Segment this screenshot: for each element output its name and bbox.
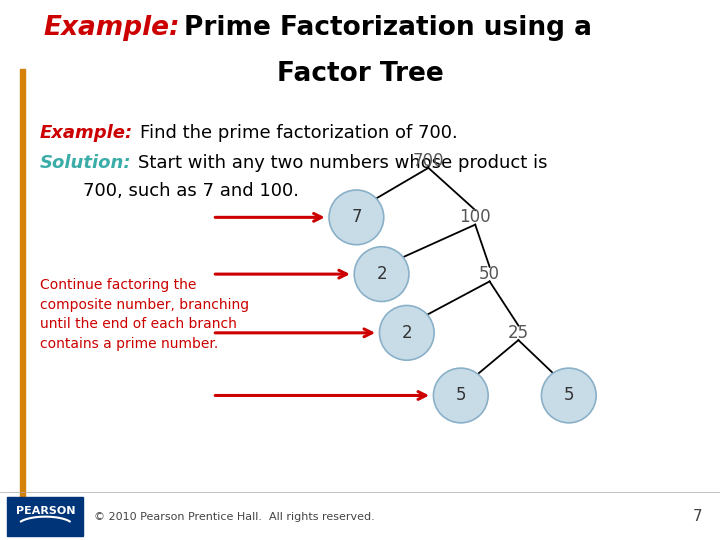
Ellipse shape (354, 247, 409, 301)
Text: Prime Factorization using a: Prime Factorization using a (184, 15, 592, 41)
Text: 5: 5 (456, 387, 466, 404)
Text: Continue factoring the
composite number, branching
until the end of each branch
: Continue factoring the composite number,… (40, 278, 248, 350)
Ellipse shape (541, 368, 596, 423)
Text: Find the prime factorization of 700.: Find the prime factorization of 700. (140, 124, 458, 142)
Text: Example:: Example: (40, 124, 133, 142)
Text: 5: 5 (564, 387, 574, 404)
Text: PEARSON: PEARSON (16, 506, 75, 516)
Text: 25: 25 (508, 324, 529, 342)
Bar (7, 497, 83, 536)
Text: 2: 2 (402, 324, 412, 342)
Text: 700: 700 (413, 152, 444, 170)
Ellipse shape (329, 190, 384, 245)
Text: 700, such as 7 and 100.: 700, such as 7 and 100. (83, 182, 299, 200)
Ellipse shape (433, 368, 488, 423)
Ellipse shape (379, 306, 434, 360)
Text: Factor Tree: Factor Tree (276, 61, 444, 87)
Bar (20, 69, 25, 499)
Text: 100: 100 (459, 208, 491, 226)
Text: 7: 7 (351, 208, 361, 226)
Text: Example:: Example: (43, 15, 180, 41)
Text: © 2010 Pearson Prentice Hall.  All rights reserved.: © 2010 Pearson Prentice Hall. All rights… (94, 512, 374, 522)
Text: 50: 50 (479, 265, 500, 283)
Text: 2: 2 (377, 265, 387, 283)
Text: Solution:: Solution: (40, 153, 131, 172)
Text: 7: 7 (693, 509, 702, 524)
Text: Start with any two numbers whose product is: Start with any two numbers whose product… (138, 153, 548, 172)
